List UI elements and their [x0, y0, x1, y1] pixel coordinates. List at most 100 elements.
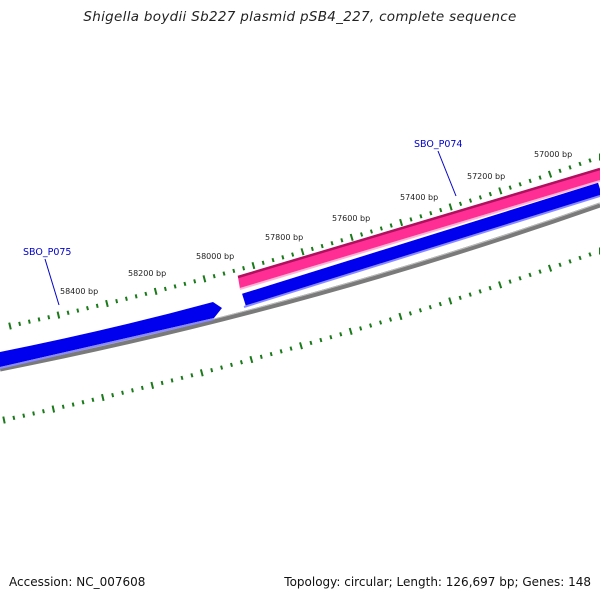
inner-ring-tick [51, 405, 56, 413]
outer-ring-tick [271, 257, 275, 263]
inner-ring-tick [32, 411, 35, 416]
inner-ring-tick [121, 390, 124, 395]
inner-ring-tick [71, 402, 75, 407]
outer-ring-tick [76, 308, 80, 313]
inner-ring-tick [91, 397, 95, 403]
outer-ring-tick [528, 178, 532, 184]
inner-ring-tick [478, 289, 482, 294]
inner-ring-tick [199, 369, 204, 377]
outer-ring-tick [193, 279, 197, 284]
gene-arrow-SBO_P074-bottomedge [239, 180, 600, 290]
inner-ring-tick [379, 320, 383, 325]
inner-ring-tick [61, 404, 65, 409]
inner-ring-tick [458, 295, 462, 301]
outer-ring-tick [547, 170, 553, 178]
gene-label-SBO_P075[interactable]: SBO_P075 [23, 247, 71, 258]
inner-ring-tick [547, 264, 553, 272]
outer-ring-tick [389, 223, 393, 228]
tick-label-57200: 57200 bp [467, 172, 505, 181]
inner-ring-tick [309, 340, 313, 346]
map-summary-text: Topology: circular; Length: 126,697 bp; … [284, 575, 591, 589]
outer-ring-tick [56, 311, 61, 319]
outer-ring-tick [518, 182, 522, 187]
outer-ring-tick [183, 281, 187, 287]
outer-ring-tick [349, 233, 354, 241]
outer-ring-tick [558, 168, 562, 174]
inner-ring-tick [2, 416, 6, 424]
inner-ring-tick [468, 292, 472, 297]
inner-ring-tick [190, 373, 194, 378]
outer-tick-ring [8, 153, 600, 330]
outer-ring-tick [222, 271, 226, 276]
inner-ring-tick [160, 380, 164, 386]
accession-text: Accession: NC_007608 [9, 575, 146, 589]
inner-tick-ring [2, 247, 600, 424]
outer-ring-tick [144, 291, 148, 297]
inner-ring-tick [488, 285, 492, 291]
outer-ring-tick [488, 191, 492, 197]
inner-ring-tick [528, 272, 532, 278]
inner-ring-tick [339, 332, 343, 337]
inner-ring-tick [538, 269, 542, 274]
gene-arrow-SBO_P075[interactable] [0, 302, 222, 367]
inner-ring-tick [42, 409, 45, 414]
forward-strand-feature-shadow [243, 195, 600, 308]
outer-ring-tick [163, 286, 167, 292]
outer-ring-tick [173, 284, 177, 289]
inner-ring-tick [558, 262, 562, 268]
inner-ring-tick [388, 317, 393, 322]
inner-ring-tick [220, 365, 224, 370]
outer-ring-tick [538, 175, 542, 180]
outer-ring-tick [360, 232, 364, 237]
outer-ring-tick [508, 185, 512, 190]
outer-ring-tick [478, 195, 482, 200]
inner-ring-tick [259, 354, 263, 360]
inner-ring-tick [81, 400, 85, 405]
sequence-backbone [0, 202, 600, 372]
inner-ring-tick [408, 311, 412, 316]
outer-ring-tick [18, 321, 22, 327]
inner-ring-tick [210, 367, 214, 373]
outer-ring-tick [281, 255, 285, 260]
inner-ring-tick [131, 388, 134, 393]
outer-ring-tick [458, 201, 463, 207]
inner-ring-tick [101, 393, 105, 402]
outer-ring-tick [320, 243, 324, 249]
outer-ring-tick [232, 268, 236, 274]
outer-ring-tick [468, 198, 473, 203]
inner-ring-tick [22, 413, 26, 418]
inner-ring-tick [150, 381, 155, 390]
inner-ring-tick [498, 281, 503, 289]
inner-ring-tick [239, 360, 243, 365]
gene-arrow-SBO_P074[interactable] [238, 169, 600, 289]
outer-ring-tick [379, 226, 383, 231]
outer-ring-tick [429, 210, 433, 216]
outer-ring-tick [105, 299, 109, 308]
outer-ring-tick [409, 217, 413, 222]
outer-ring-tick [439, 207, 443, 213]
gene-arrow-SBO_P074-topedge [237, 167, 600, 279]
outer-ring-tick [66, 310, 70, 315]
inner-ring-tick [111, 392, 115, 398]
outer-ring-tick [242, 266, 246, 271]
forward-strand-feature [242, 182, 600, 307]
outer-ring-tick [578, 161, 582, 167]
outer-ring-tick [153, 287, 158, 296]
tick-label-57000: 57000 bp [534, 150, 572, 159]
inner-ring-tick [249, 355, 254, 364]
inner-ring-tick [418, 308, 422, 313]
inner-ring-tick [438, 301, 442, 307]
tick-label-57600: 57600 bp [332, 214, 370, 223]
gene-label-SBO_P074[interactable]: SBO_P074 [414, 139, 462, 150]
inner-ring-tick [369, 323, 373, 328]
inner-ring-tick [329, 335, 333, 340]
outer-ring-tick [369, 229, 373, 234]
outer-ring-tick [588, 158, 592, 163]
tick-label-58400: 58400 bp [60, 287, 98, 296]
outer-ring-tick [134, 294, 138, 299]
inner-ring-tick [578, 255, 582, 261]
inner-ring-tick [568, 259, 572, 264]
map-title: Shigella boydii Sb227 plasmid pSB4_227, … [83, 9, 517, 25]
outer-ring-tick [330, 241, 334, 246]
outer-ring-tick [291, 252, 295, 257]
